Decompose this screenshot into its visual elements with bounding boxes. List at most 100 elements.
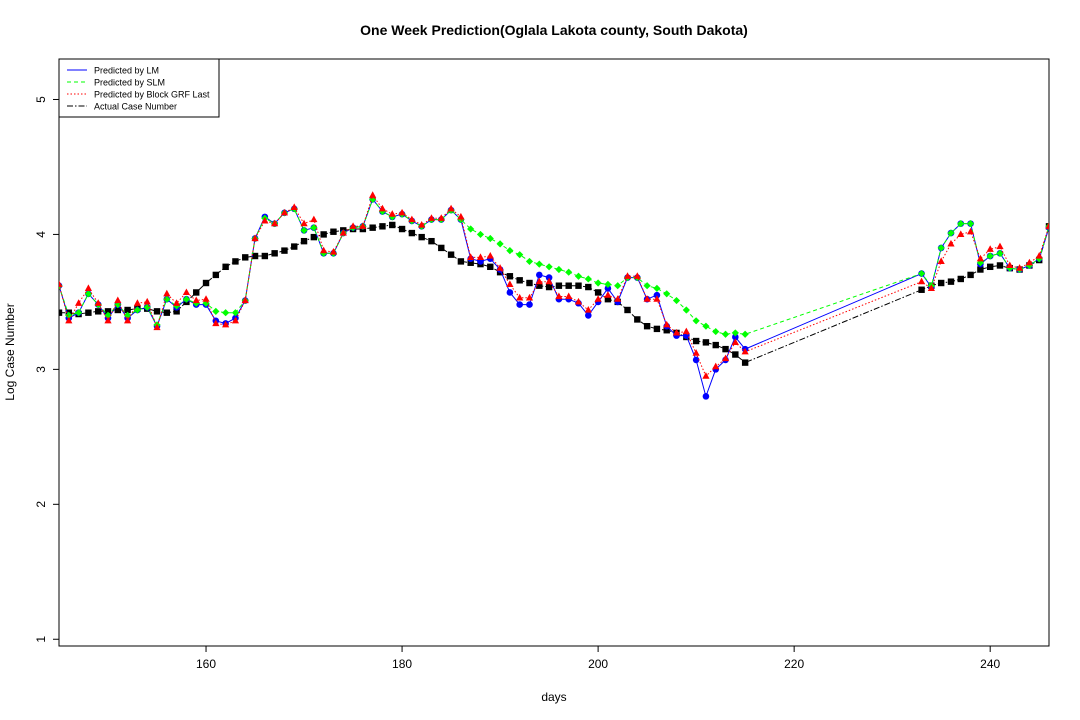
data-point (1025, 258, 1033, 266)
data-point (447, 204, 455, 212)
data-point (310, 215, 318, 223)
data-point (486, 252, 494, 259)
data-point (398, 225, 406, 233)
data-point (712, 362, 720, 370)
data-point (261, 252, 269, 260)
data-point (574, 272, 583, 280)
data-point (300, 219, 308, 227)
data-point (545, 274, 553, 281)
data-point (241, 296, 249, 304)
data-point (976, 254, 984, 262)
data-point (986, 245, 994, 252)
data-point (339, 229, 347, 236)
data-point (75, 299, 83, 306)
data-point (202, 279, 210, 287)
data-point (731, 329, 739, 337)
x-tick-label: 220 (784, 657, 804, 671)
data-point (604, 295, 612, 303)
data-point (927, 284, 935, 292)
legend-label: Predicted by Block GRF Last (94, 90, 210, 100)
data-point (996, 249, 1004, 257)
data-point (193, 289, 200, 296)
data-point (653, 284, 661, 293)
data-point (555, 282, 563, 289)
data-point (516, 277, 523, 284)
data-point (163, 295, 171, 303)
data-point (163, 309, 171, 316)
data-point (565, 268, 573, 276)
legend-label: Actual Case Number (94, 102, 177, 112)
axes: 160 180 200 220 240 1 2 3 4 5 (34, 58, 1050, 671)
data-point (59, 280, 63, 287)
data-point (525, 293, 534, 301)
data-point (702, 339, 710, 346)
chart-title: One Week Prediction(Oglala Lakota county… (360, 22, 748, 38)
data-point (418, 233, 425, 241)
data-point (438, 244, 445, 252)
x-tick-label: 200 (588, 657, 608, 671)
data-point (937, 279, 945, 287)
data-point (565, 282, 572, 289)
data-point (966, 227, 975, 235)
data-point (614, 295, 622, 302)
data-point (1006, 264, 1014, 272)
data-point (182, 288, 191, 296)
data-point (947, 239, 955, 247)
series-line (59, 198, 1049, 335)
data-point (496, 240, 504, 248)
data-point (251, 252, 259, 260)
data-point (290, 203, 298, 211)
data-point (94, 299, 102, 306)
data-point (986, 252, 994, 260)
data-point (271, 219, 279, 227)
data-point (643, 295, 651, 302)
x-tick-label: 180 (392, 657, 412, 671)
data-point (506, 289, 514, 296)
data-point (320, 246, 328, 254)
data-point (663, 290, 671, 298)
data-point (692, 356, 700, 364)
data-point (731, 338, 739, 345)
data-point (967, 271, 974, 279)
data-point (408, 215, 416, 223)
data-point (986, 263, 994, 271)
data-point (320, 231, 327, 238)
data-point (712, 341, 719, 349)
data-point (732, 333, 739, 341)
data-point (565, 292, 573, 300)
data-point (212, 271, 220, 279)
data-point (712, 327, 720, 336)
data-point (369, 195, 377, 203)
data-point (173, 308, 180, 315)
data-point (526, 279, 533, 287)
plot-area (59, 191, 1049, 400)
data-point (271, 250, 278, 257)
data-point (917, 277, 926, 285)
data-point (574, 297, 583, 305)
data-point (457, 258, 465, 265)
data-point (682, 327, 690, 335)
data-point (369, 191, 377, 198)
data-point (535, 271, 543, 279)
y-tick-label: 1 (34, 636, 48, 643)
data-point (222, 320, 230, 328)
legend-box (58, 58, 220, 118)
data-point (379, 223, 386, 230)
data-point (585, 312, 592, 319)
data-point (104, 316, 112, 324)
data-point (516, 251, 524, 259)
data-point (378, 204, 387, 212)
data-point (242, 254, 249, 261)
data-point (966, 220, 975, 228)
data-point (408, 229, 416, 237)
data-point (702, 322, 710, 330)
data-point (182, 295, 191, 303)
data-point (525, 257, 534, 266)
data-point (104, 308, 112, 315)
data-point (310, 224, 318, 232)
data-point (535, 277, 543, 285)
data-point (917, 269, 926, 278)
data-point (947, 229, 955, 237)
data-point (672, 296, 681, 305)
data-point (643, 282, 651, 290)
